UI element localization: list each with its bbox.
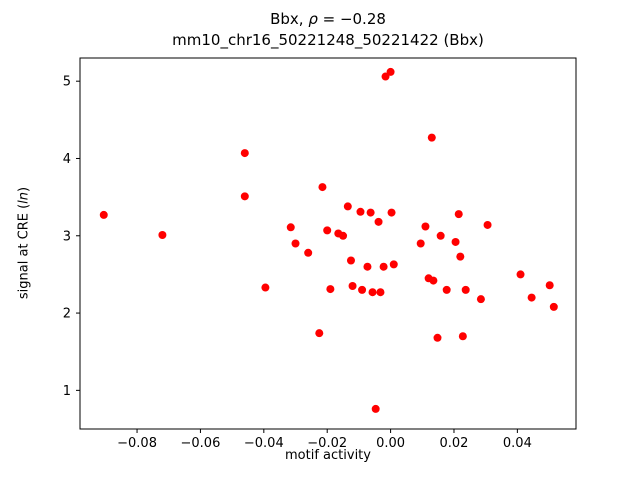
data-point xyxy=(421,222,430,231)
data-point xyxy=(456,252,465,261)
data-point xyxy=(363,262,372,271)
x-tick-label: −0.08 xyxy=(117,436,157,451)
data-point xyxy=(429,276,438,285)
data-point xyxy=(549,302,558,311)
data-point xyxy=(461,285,470,294)
data-point xyxy=(343,202,352,211)
title-gene-label: Bbx, xyxy=(270,10,309,28)
data-point xyxy=(358,285,367,294)
data-point xyxy=(527,293,536,302)
data-point xyxy=(240,149,249,158)
data-point xyxy=(348,282,357,291)
data-point xyxy=(240,192,249,201)
y-tick-label: 5 xyxy=(63,75,71,90)
data-point xyxy=(371,404,380,413)
plot-frame xyxy=(79,57,577,430)
x-tick-label: −0.02 xyxy=(307,436,347,451)
plot-title-line2: mm10_chr16_50221248_50221422 (Bbx) xyxy=(172,31,484,49)
x-tick-label: 0.00 xyxy=(376,436,405,451)
data-point xyxy=(326,285,335,294)
title-rho-symbol: ρ xyxy=(308,10,318,28)
data-point xyxy=(323,226,332,235)
data-point xyxy=(376,288,385,297)
data-point xyxy=(356,207,365,216)
data-point xyxy=(476,295,485,304)
data-point xyxy=(389,260,398,269)
data-point xyxy=(315,329,324,338)
data-points xyxy=(99,67,558,413)
data-point xyxy=(318,183,327,192)
x-axis-label: motif activity xyxy=(285,448,371,463)
data-point xyxy=(261,283,270,292)
data-point xyxy=(451,237,460,246)
data-point xyxy=(454,210,463,219)
data-point xyxy=(99,210,108,219)
y-tick-label: 4 xyxy=(63,152,71,167)
data-point xyxy=(427,133,436,142)
data-point xyxy=(286,223,295,232)
data-point xyxy=(386,67,395,76)
data-point xyxy=(387,208,396,217)
data-point xyxy=(545,281,554,290)
data-point xyxy=(442,285,451,294)
x-tick-label: −0.06 xyxy=(181,436,221,451)
x-tick-label: 0.04 xyxy=(503,436,532,451)
data-point xyxy=(366,208,375,217)
y-tick-label: 2 xyxy=(63,307,71,322)
axis-ticks: −0.08 −0.06 −0.04 −0.02 0.00 0.02 0.04 1 2 3 4 5 xyxy=(63,75,532,451)
data-point xyxy=(368,288,377,297)
data-point xyxy=(433,333,442,342)
data-point xyxy=(483,220,492,229)
data-point xyxy=(291,239,300,248)
data-point xyxy=(339,231,348,240)
data-point xyxy=(304,248,313,257)
data-point xyxy=(416,239,425,248)
y-axis-label: signal at CRE (ln) xyxy=(16,186,32,300)
x-tick-label: 0.02 xyxy=(440,436,469,451)
plot-title-line1: Bbx, ρ = −0.28 xyxy=(80,9,576,30)
data-point xyxy=(516,270,525,279)
title-rho-value: = −0.28 xyxy=(317,10,386,28)
data-point xyxy=(346,256,355,265)
plot-title: Bbx, ρ = −0.28 mm10_chr16_50221248_50221… xyxy=(80,9,576,51)
data-point xyxy=(158,230,167,239)
data-point xyxy=(381,72,390,81)
data-point xyxy=(374,217,383,226)
data-point xyxy=(436,231,445,240)
data-point xyxy=(458,332,467,341)
y-tick-label: 3 xyxy=(63,229,71,244)
y-tick-label: 1 xyxy=(63,384,71,399)
x-tick-label: −0.04 xyxy=(244,436,284,451)
data-point xyxy=(379,262,388,271)
